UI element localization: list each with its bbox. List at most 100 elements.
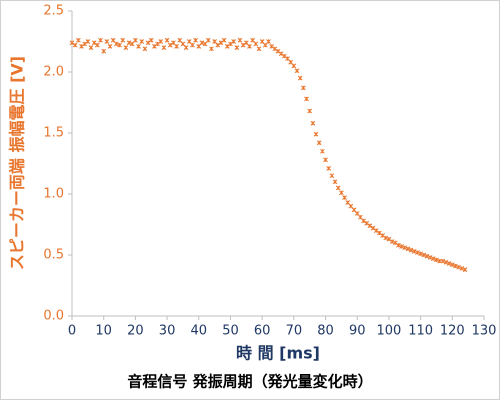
point [69,40,75,46]
point [199,40,205,46]
point [434,257,439,263]
point [307,108,313,114]
point [361,218,366,224]
point [259,39,265,44]
point [386,236,392,242]
point [133,37,138,43]
point [186,39,192,44]
point [148,37,154,43]
point [459,266,465,271]
point [72,42,78,48]
point [231,39,236,44]
point [329,173,335,179]
point [377,230,382,236]
point [335,185,341,191]
point [424,253,430,259]
point [104,39,110,44]
point [342,195,347,201]
point [304,96,309,102]
point [129,41,135,47]
point [313,131,319,137]
point [237,37,243,43]
point [408,247,414,253]
x-tick-label: 90 [349,324,366,339]
point [430,256,436,262]
y-axis-title: スピーカー両端 振幅電圧 [V] [8,56,27,270]
point [427,255,433,260]
point [88,45,94,50]
point [164,37,170,43]
point [209,46,214,52]
x-tick-label: 110 [408,324,433,339]
point [240,42,246,48]
point [345,200,351,205]
point [114,41,119,47]
point [389,239,395,244]
point [310,120,316,126]
y-tick-label: 1.0 [43,187,64,202]
point [145,40,151,46]
point [202,41,208,47]
point [301,85,306,91]
point [75,37,81,43]
point [405,246,411,252]
point [174,44,179,49]
y-tick-label: 2.0 [43,65,64,80]
x-tick-label: 20 [127,324,144,339]
point [161,45,167,50]
point [152,44,157,49]
x-tick-label: 80 [317,324,334,339]
point [358,214,363,220]
y-tick-label: 2.5 [43,4,64,19]
point [262,42,268,48]
x-tick-label: 70 [286,324,303,339]
point [79,44,84,49]
x-tick-label: 130 [472,324,497,339]
x-tick-label: 10 [95,324,112,339]
point [243,40,249,46]
point [411,248,417,254]
point [117,42,122,48]
point [453,263,458,269]
point [383,235,389,241]
point [269,44,275,49]
point [266,39,271,44]
point [364,220,370,226]
point [120,37,126,43]
point [107,44,113,49]
point [139,39,145,44]
point [326,166,332,171]
point [415,250,420,255]
point [101,48,107,54]
point [462,267,468,272]
point [253,41,259,47]
point [339,190,344,196]
point [180,41,186,47]
point [171,40,176,46]
point [399,244,404,249]
point [167,42,173,48]
point [177,37,183,43]
point [82,41,88,47]
point [205,37,211,43]
point [323,157,328,163]
point [351,207,357,213]
point [126,40,132,46]
y-tick-label: 1.5 [43,126,64,141]
point [288,59,294,65]
point [142,46,148,52]
point [291,63,297,69]
x-tick-label: 30 [159,324,176,339]
point [91,40,97,46]
point [316,140,322,146]
point [449,262,455,268]
point [278,51,284,57]
point [294,68,300,74]
point [256,46,262,52]
x-tick-label: 60 [254,324,271,339]
point [95,42,100,48]
point [247,44,252,49]
point [332,179,338,185]
point [221,37,227,43]
